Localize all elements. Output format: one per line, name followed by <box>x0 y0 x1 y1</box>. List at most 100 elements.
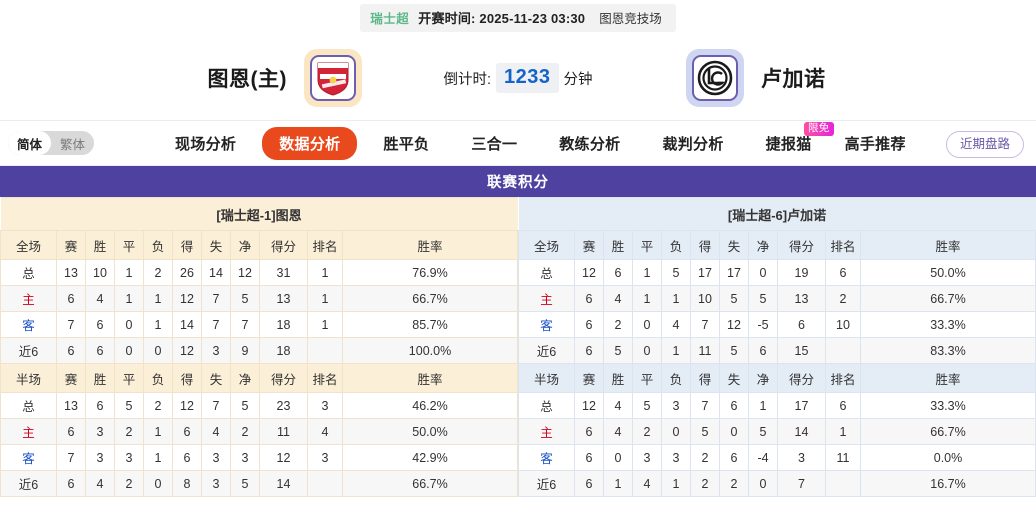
away-row-scope: 总 <box>518 259 575 286</box>
away-header-row: 半场赛胜平负得失净得分 排名 胜率 <box>518 363 1036 393</box>
nav-item-coach-analysis[interactable]: 教练分析 <box>559 135 621 153</box>
home-stat-cell: 3 <box>201 470 231 497</box>
away-col-header: 得 <box>690 363 720 393</box>
away-win-rate-cell: 66.7% <box>860 418 1036 445</box>
away-col-header: 负 <box>661 230 691 260</box>
away-win-rate-cell: 83.3% <box>860 337 1036 364</box>
away-stat-cell: 1 <box>632 285 662 312</box>
away-win-rate-cell: 33.3% <box>860 311 1036 338</box>
away-col-header: 赛 <box>574 363 604 393</box>
home-col-header: 平 <box>114 363 144 393</box>
home-stat-cell: 12 <box>172 285 202 312</box>
table-row[interactable]: 客 6 2 0 4 7 12 -5 6 10 33.3% <box>518 311 1036 338</box>
home-stat-cell: 1 <box>114 285 144 312</box>
home-stat-cell: 5 <box>114 392 144 419</box>
table-row[interactable]: 主 6 4 1 1 10 5 5 13 2 66.7% <box>518 285 1036 312</box>
away-stat-cell: 7 <box>777 470 826 497</box>
away-team[interactable]: 卢加诺 <box>670 49 1036 107</box>
nav-item-live-analysis[interactable]: 现场分析 <box>175 135 237 153</box>
nav-item-expert-picks[interactable]: 高手推荐 <box>844 135 906 153</box>
away-stat-cell: 4 <box>632 470 662 497</box>
table-row[interactable]: 总 13 6 5 2 12 7 5 23 3 46.2% <box>0 392 518 419</box>
table-row[interactable]: 总 12 4 5 3 7 6 1 17 6 33.3% <box>518 392 1036 419</box>
nav-item-data-analysis[interactable]: 数据分析 <box>262 126 358 160</box>
home-stat-cell: 7 <box>201 311 231 338</box>
away-stat-cell: 5 <box>719 285 749 312</box>
away-stat-cell: 2 <box>632 418 662 445</box>
away-stat-cell: 7 <box>690 311 720 338</box>
away-win-rate-cell: 16.7% <box>860 470 1036 497</box>
home-row-scope: 主 <box>0 285 57 312</box>
lang-simplified-button[interactable]: 简体 <box>8 131 52 155</box>
home-stat-cell: 6 <box>85 311 115 338</box>
table-row[interactable]: 主 6 3 2 1 6 4 2 11 4 50.0% <box>0 418 518 445</box>
league-tag: 瑞士超 <box>370 12 410 26</box>
away-stat-cell: 3 <box>661 444 691 471</box>
home-stat-cell: 2 <box>143 392 173 419</box>
home-col-header: 负 <box>143 230 173 260</box>
away-col-header: 平 <box>632 230 662 260</box>
away-stat-cell: 4 <box>603 418 633 445</box>
fc-thun-crest-icon: FC THUN <box>310 55 356 101</box>
away-stat-cell: 5 <box>690 418 720 445</box>
home-win-rate-cell: 85.7% <box>342 311 518 338</box>
away-row-scope: 客 <box>518 311 575 338</box>
table-row[interactable]: 近6 6 5 0 1 11 5 6 15 83.3% <box>518 337 1036 364</box>
home-col-header: 净 <box>230 363 260 393</box>
recent-odds-button[interactable]: 近期盘路 <box>945 131 1024 158</box>
match-info-bar: 瑞士超 开赛时间: 2025-11-23 03:30 图恩竞技场 <box>0 0 1036 36</box>
home-stat-cell: 2 <box>230 418 260 445</box>
away-row-scope: 客 <box>518 444 575 471</box>
away-stat-cell: 3 <box>632 444 662 471</box>
home-stat-cell: 4 <box>307 418 343 445</box>
away-stat-cell: 2 <box>825 285 861 312</box>
away-standings-wrap: [瑞士超-6]卢加诺 全场赛胜平负得失净得分 排名 胜率总 12 6 1 5 17 17 0 19 6… <box>518 197 1036 497</box>
table-row[interactable]: 主 6 4 1 1 12 7 5 13 1 66.7% <box>0 285 518 312</box>
away-col-header: 失 <box>719 363 749 393</box>
home-stat-cell: 3 <box>201 337 231 364</box>
home-col-header: 得分 <box>259 230 308 260</box>
table-row[interactable]: 客 6 0 3 3 2 6 -4 3 11 0.0% <box>518 444 1036 471</box>
table-row[interactable]: 主 6 4 2 0 5 0 5 14 1 66.7% <box>518 418 1036 445</box>
away-stat-cell: 3 <box>777 444 826 471</box>
home-stat-cell: 4 <box>85 470 115 497</box>
away-standings-table: [瑞士超-6]卢加诺 全场赛胜平负得失净得分 排名 胜率总 12 6 1 5 17 17 0 19 6… <box>518 197 1036 497</box>
away-stat-cell: 0 <box>632 311 662 338</box>
home-win-rate-cell: 100.0% <box>342 337 518 364</box>
table-row[interactable]: 客 7 3 3 1 6 3 3 12 3 42.9% <box>0 444 518 471</box>
table-row[interactable]: 客 7 6 0 1 14 7 7 18 1 85.7% <box>0 311 518 338</box>
nav-item-referee-analysis[interactable]: 裁判分析 <box>662 135 724 153</box>
home-team[interactable]: 图恩(主) FC THUN <box>0 49 366 107</box>
table-row[interactable]: 近6 6 4 2 0 8 3 5 14 66.7% <box>0 470 518 497</box>
fc-lugano-crest-icon <box>692 55 738 101</box>
home-stat-cell: 7 <box>201 285 231 312</box>
table-row[interactable]: 近6 6 1 4 1 2 2 0 7 16.7% <box>518 470 1036 497</box>
away-stat-cell: 12 <box>719 311 749 338</box>
language-toggle[interactable]: 简体 繁体 <box>8 131 95 155</box>
home-row-scope: 客 <box>0 444 57 471</box>
home-team-logo-box: FC THUN <box>304 49 362 107</box>
away-stat-cell: 5 <box>748 418 778 445</box>
home-stat-cell: 3 <box>307 444 343 471</box>
table-row[interactable]: 总 13 10 1 2 26 14 12 31 1 76.9% <box>0 259 518 286</box>
away-stat-cell: 6 <box>825 259 861 286</box>
table-row[interactable]: 总 12 6 1 5 17 17 0 19 6 50.0% <box>518 259 1036 286</box>
home-stat-cell: 0 <box>114 311 144 338</box>
home-stat-cell: 5 <box>230 285 260 312</box>
home-stat-cell: 2 <box>143 259 173 286</box>
away-team-logo-box <box>686 49 744 107</box>
home-stat-cell: 11 <box>259 418 308 445</box>
away-stat-cell: -5 <box>748 311 778 338</box>
home-col-header: 平 <box>114 230 144 260</box>
table-row[interactable]: 近6 6 6 0 0 12 3 9 18 100.0% <box>0 337 518 364</box>
away-stat-cell: 19 <box>777 259 826 286</box>
nav-item-win-draw-loss[interactable]: 胜平负 <box>383 135 430 153</box>
nav-item-jiebao-cat[interactable]: 捷报猫 限免 <box>745 121 834 154</box>
away-stat-cell: 0 <box>719 418 749 445</box>
home-win-rate-cell: 66.7% <box>342 285 518 312</box>
venue-name: 图恩竞技场 <box>599 12 662 26</box>
lang-traditional-button[interactable]: 繁体 <box>60 137 86 152</box>
away-stat-cell: 15 <box>777 337 826 364</box>
nav-item-three-in-one[interactable]: 三合一 <box>471 135 518 153</box>
home-stat-cell <box>307 470 343 497</box>
